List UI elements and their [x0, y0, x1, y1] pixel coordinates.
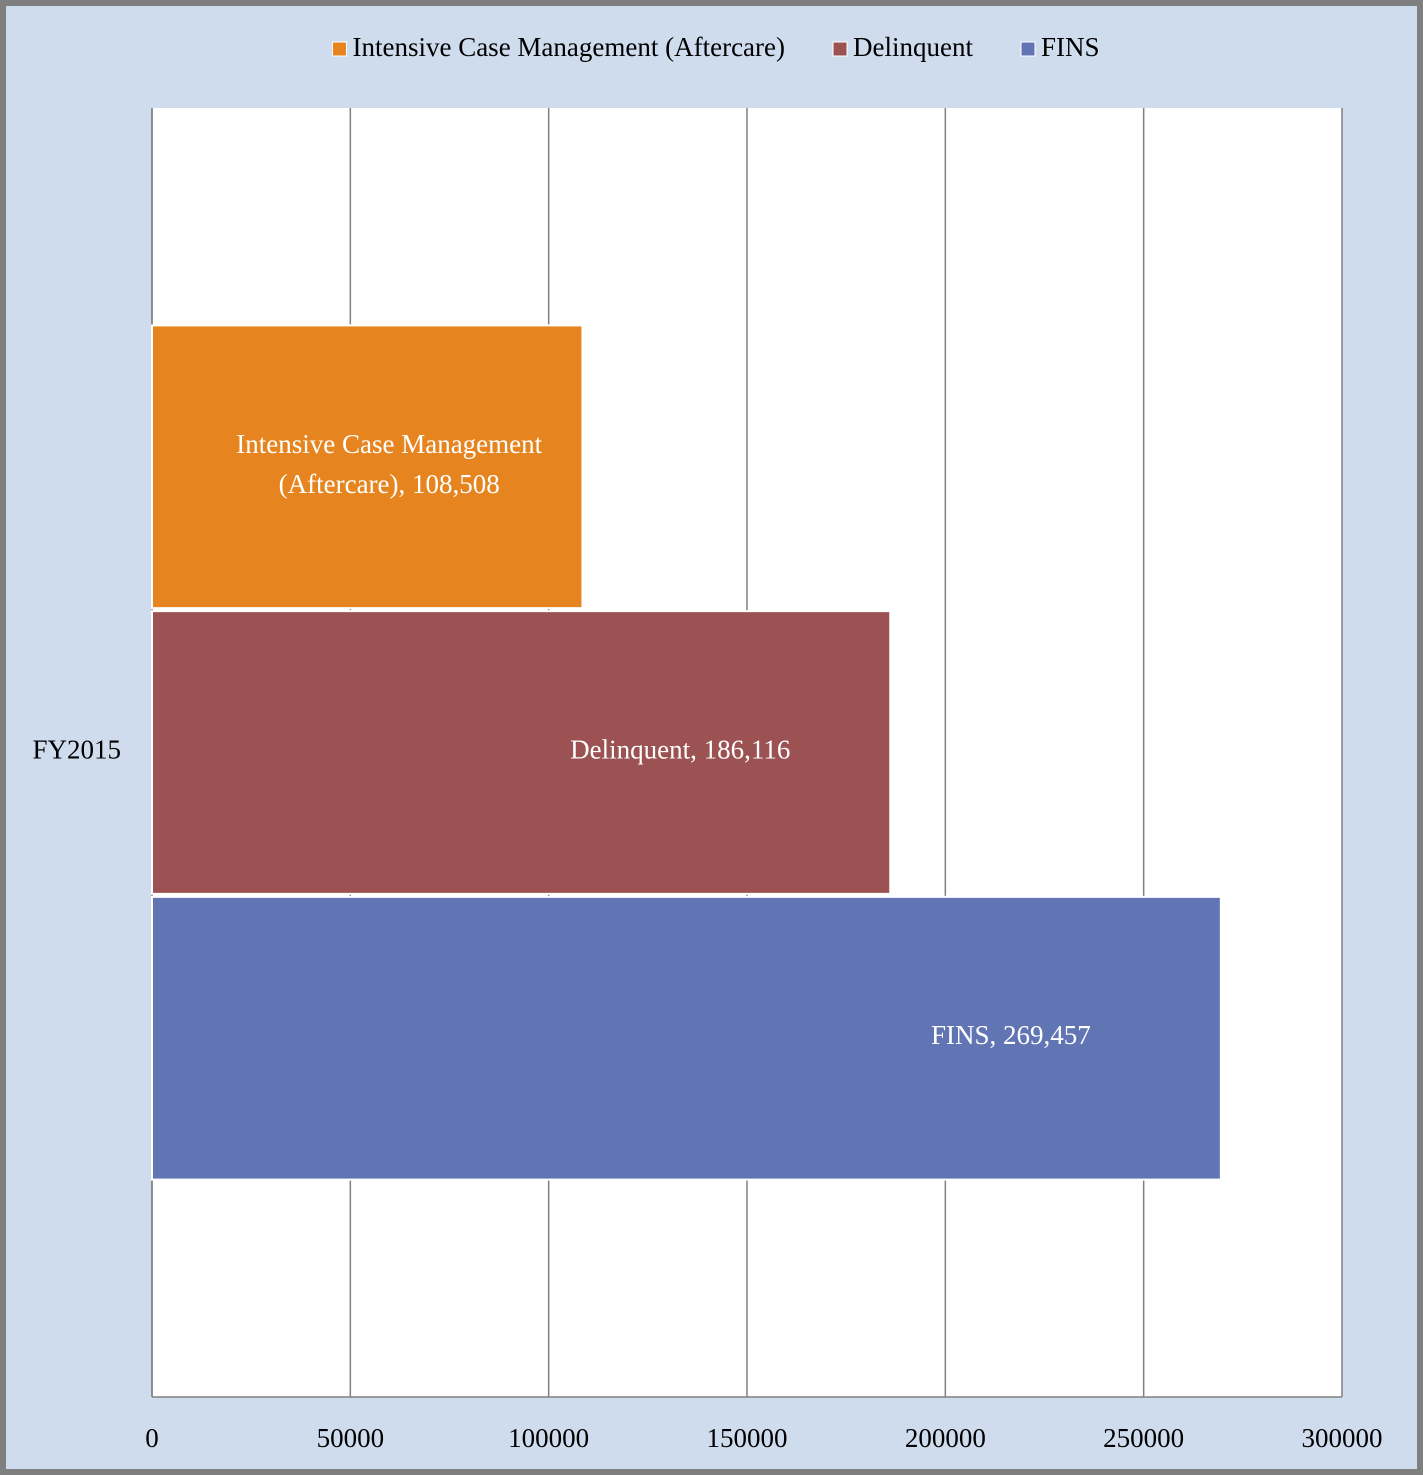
- x-tick-label: 300000: [1302, 1423, 1383, 1453]
- legend-label: Delinquent: [853, 32, 973, 62]
- bar: [151, 610, 892, 895]
- x-tick-label: 100000: [508, 1423, 589, 1453]
- legend: Intensive Case Management (Aftercare) Del…: [331, 32, 1100, 62]
- legend-label: Intensive Case Management (Aftercare): [352, 32, 785, 62]
- label-line: Delinquent, 186,116: [570, 735, 790, 765]
- legend-swatch: [832, 41, 848, 57]
- legend-item: Intensive Case Management (Aftercare): [331, 32, 785, 62]
- legend-swatch: [331, 41, 347, 57]
- legend-swatch: [1020, 41, 1036, 57]
- x-tick-label: 50000: [317, 1423, 385, 1453]
- bar: [151, 324, 584, 610]
- data-label: FINS, 269,457: [931, 1020, 1091, 1050]
- legend-item: Delinquent: [832, 32, 973, 62]
- label-line: (Aftercare), 108,508: [279, 469, 500, 499]
- x-tick-label: 200000: [905, 1423, 986, 1453]
- data-label: Delinquent, 186,116: [570, 735, 790, 765]
- legend-item: FINS: [1020, 32, 1100, 62]
- x-tick-label: 250000: [1103, 1423, 1184, 1453]
- x-tick-label: 0: [145, 1423, 159, 1453]
- label-line: FINS, 269,457: [931, 1020, 1091, 1050]
- x-tick-label: 150000: [707, 1423, 788, 1453]
- label-line: Intensive Case Management: [236, 429, 542, 459]
- bar: [151, 895, 1222, 1181]
- data-label: Intensive Case Management (Aftercare), 10…: [236, 429, 542, 499]
- legend-label: FINS: [1041, 32, 1100, 62]
- y-tick-label: FY2015: [32, 735, 121, 765]
